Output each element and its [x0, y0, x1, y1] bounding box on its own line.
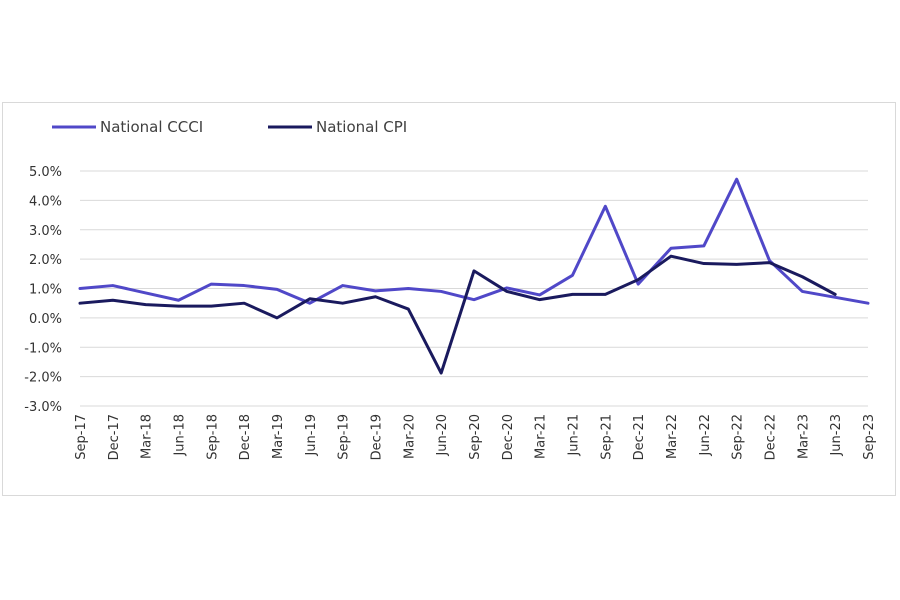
x-tick-label: Sep-18	[205, 414, 220, 460]
x-tick-label: Jun-23	[829, 414, 844, 457]
x-tick-label: Sep-17	[74, 414, 89, 460]
y-tick-label: 2.0%	[29, 253, 62, 268]
x-tick-label: Sep-21	[599, 414, 614, 460]
x-tick-label: Jun-18	[173, 414, 188, 457]
legend-label-cpi: National CPI	[316, 118, 407, 136]
x-tick-label: Sep-20	[468, 414, 483, 460]
x-tick-label: Mar-21	[534, 414, 549, 459]
x-tick-label: Mar-19	[271, 414, 286, 459]
x-tick-label: Mar-18	[140, 414, 155, 459]
gridlines	[80, 170, 868, 407]
chart-frame	[2, 102, 896, 496]
legend: National CCCI National CPI	[52, 118, 407, 136]
y-tick-label: -2.0%	[24, 371, 62, 386]
x-tick-label: Jun-21	[567, 414, 582, 457]
x-tick-label: Jun-19	[304, 414, 319, 457]
y-axis-tick-labels: 5.0% 4.0% 3.0% 2.0% 1.0% 0.0% -1.0% -2.0% -3.0%	[24, 165, 62, 415]
x-tick-label: Jun-22	[698, 414, 713, 457]
y-tick-label: 1.0%	[29, 283, 62, 298]
x-tick-label: Dec-17	[107, 414, 122, 460]
series-line-cpi	[78, 254, 837, 375]
y-tick-label: -1.0%	[24, 341, 62, 356]
x-axis-tick-labels: Sep-17 Dec-17 Mar-18 Jun-18 Sep-18 Dec-18 Mar-…	[74, 414, 877, 460]
x-tick-label: Dec-18	[238, 414, 253, 460]
y-tick-label: 5.0%	[29, 165, 62, 180]
x-tick-label: Sep-23	[862, 414, 877, 460]
x-tick-label: Mar-22	[665, 414, 680, 459]
x-tick-label: Dec-22	[764, 414, 779, 460]
x-tick-label: Sep-19	[337, 414, 352, 460]
y-tick-label: 0.0%	[29, 312, 62, 327]
x-tick-label: Dec-21	[632, 414, 647, 460]
x-tick-label: Dec-19	[370, 414, 385, 460]
series-line-ccci	[78, 177, 870, 305]
legend-label-ccci: National CCCI	[100, 118, 203, 136]
series-lines	[78, 177, 870, 375]
x-tick-label: Sep-22	[731, 414, 746, 460]
y-tick-label: 4.0%	[29, 194, 62, 209]
x-tick-label: Mar-23	[796, 414, 811, 459]
x-tick-label: Jun-20	[435, 414, 450, 457]
x-tick-label: Dec-20	[501, 414, 516, 460]
y-tick-label: -3.0%	[24, 400, 62, 415]
x-tick-label: Mar-20	[402, 414, 417, 459]
y-tick-label: 3.0%	[29, 224, 62, 239]
